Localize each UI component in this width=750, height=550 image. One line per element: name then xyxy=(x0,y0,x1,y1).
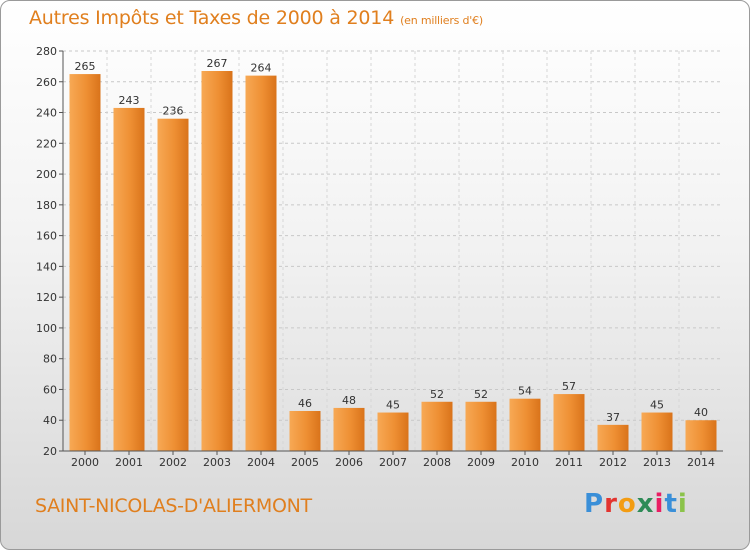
bar-value-label: 45 xyxy=(386,399,400,412)
y-tick-label: 60 xyxy=(43,383,57,396)
x-tick-label: 2000 xyxy=(71,456,99,469)
bar-value-label: 54 xyxy=(518,385,532,398)
y-tick-label: 100 xyxy=(36,322,57,335)
bar-value-label: 40 xyxy=(694,406,708,419)
bar-value-label: 52 xyxy=(430,388,444,401)
bar xyxy=(201,71,233,451)
x-tick-label: 2014 xyxy=(687,456,715,469)
logo-letter: i xyxy=(654,489,665,519)
logo-letter: o xyxy=(617,489,637,519)
bar xyxy=(685,420,717,451)
bar-value-label: 264 xyxy=(251,62,272,75)
bar xyxy=(157,118,189,451)
logo-letter: t xyxy=(664,489,678,519)
x-tick-label: 2007 xyxy=(379,456,407,469)
title-text: Autres Impôts et Taxes de 2000 à 2014 xyxy=(29,7,395,29)
y-tick-label: 280 xyxy=(36,45,57,58)
x-tick-label: 2013 xyxy=(643,456,671,469)
x-tick-label: 2003 xyxy=(203,456,231,469)
logo-letter: x xyxy=(636,489,655,519)
bar-value-label: 48 xyxy=(342,394,356,407)
y-tick-label: 20 xyxy=(43,445,57,458)
logo-letter: i xyxy=(677,489,688,519)
y-tick-label: 120 xyxy=(36,291,57,304)
bars xyxy=(69,71,717,452)
y-tick-label: 140 xyxy=(36,260,57,273)
title-unit: (en milliers d'€) xyxy=(400,14,483,27)
y-tick-label: 260 xyxy=(36,76,57,89)
x-tick-label: 2010 xyxy=(511,456,539,469)
y-tick-label: 200 xyxy=(36,168,57,181)
x-tick-label: 2005 xyxy=(291,456,319,469)
bar xyxy=(333,407,365,451)
y-tick-label: 160 xyxy=(36,230,57,243)
x-tick-label: 2001 xyxy=(115,456,143,469)
y-tick-label: 180 xyxy=(36,199,57,212)
x-tick-label: 2006 xyxy=(335,456,363,469)
x-tick-label: 2002 xyxy=(159,456,187,469)
bar-value-label: 46 xyxy=(298,397,312,410)
x-tick-label: 2009 xyxy=(467,456,495,469)
logo-letter: r xyxy=(604,489,618,519)
bar-value-label: 236 xyxy=(163,105,184,118)
bar xyxy=(465,401,497,451)
x-tick-label: 2008 xyxy=(423,456,451,469)
bar xyxy=(641,412,673,451)
bar xyxy=(421,401,453,451)
axes xyxy=(59,50,723,455)
bar xyxy=(113,107,145,451)
x-tick-label: 2011 xyxy=(555,456,583,469)
bar xyxy=(553,394,585,451)
bar xyxy=(509,398,541,451)
y-tick-label: 240 xyxy=(36,107,57,120)
bar-value-label: 52 xyxy=(474,388,488,401)
logo-letter: P xyxy=(584,489,605,519)
x-tick-label: 2012 xyxy=(599,456,627,469)
commune-name: SAINT-NICOLAS-D'ALIERMONT xyxy=(35,495,312,517)
bar-value-label: 57 xyxy=(562,380,576,393)
bar xyxy=(289,411,321,451)
bar-value-label: 243 xyxy=(119,94,140,107)
bar xyxy=(377,412,409,451)
y-tick-label: 80 xyxy=(43,353,57,366)
bar xyxy=(69,74,101,452)
bar-value-label: 37 xyxy=(606,411,620,424)
bar xyxy=(245,75,277,451)
chart-title: Autres Impôts et Taxes de 2000 à 2014 (en… xyxy=(29,7,483,29)
bar-value-label: 265 xyxy=(75,60,96,73)
x-tick-label: 2004 xyxy=(247,456,275,469)
proxiti-logo: Proxiti xyxy=(584,489,688,519)
y-tick-label: 40 xyxy=(43,414,57,427)
bar xyxy=(597,424,629,451)
bar-value-label: 45 xyxy=(650,399,664,412)
labels: 20 40 60 80 100 120 140 160 180 200 220 240 260 280 26… xyxy=(36,45,715,469)
bar-value-label: 267 xyxy=(207,57,228,70)
y-tick-label: 220 xyxy=(36,137,57,150)
